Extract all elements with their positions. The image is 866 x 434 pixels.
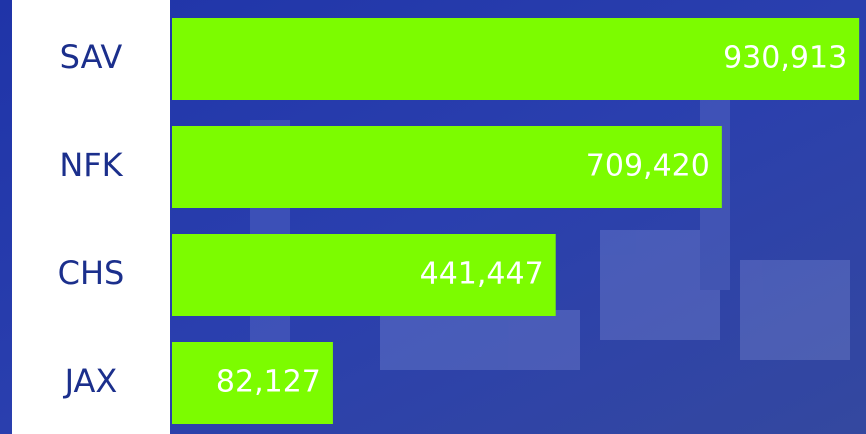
chart: SAV 930,913 NFK 709,420 CHS 441,447 JAX 82,127 xyxy=(0,0,866,434)
value-label: 930,913 xyxy=(723,41,847,76)
value-label: 441,447 xyxy=(420,257,544,292)
category-label: NFK xyxy=(59,146,123,184)
value-label: 82,127 xyxy=(216,365,321,400)
category-label: SAV xyxy=(60,38,123,76)
value-label: 709,420 xyxy=(586,149,710,184)
category-label: JAX xyxy=(63,362,118,400)
category-label: CHS xyxy=(58,254,125,292)
